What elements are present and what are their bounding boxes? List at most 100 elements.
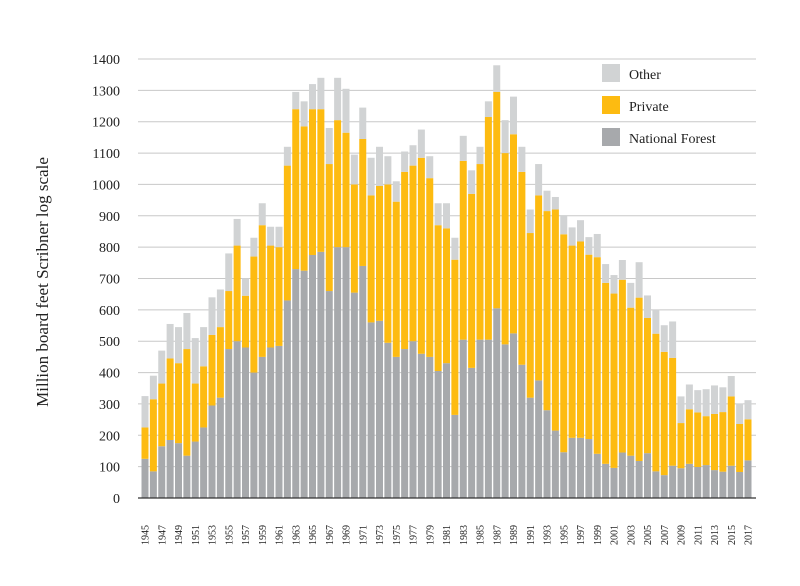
x-tick-label: 2009	[677, 525, 688, 545]
bar-other-1990	[518, 146, 526, 172]
bar-national-forest-2012	[702, 465, 710, 498]
bar-private-2011	[694, 412, 702, 467]
x-tick-label: 1971	[358, 525, 369, 545]
bar-private-1957	[242, 295, 249, 348]
bars	[141, 65, 752, 498]
x-tick-label: 2001	[610, 525, 621, 545]
bar-national-forest-1945	[141, 458, 149, 498]
x-tick-label: 1979	[425, 525, 436, 545]
bar-private-2002	[618, 279, 626, 453]
bar-private-1970	[350, 184, 358, 293]
bar-other-1950	[183, 312, 191, 350]
bar-national-forest-2017	[744, 460, 752, 498]
bar-national-forest-1997	[577, 437, 584, 498]
x-tick-label: 2005	[643, 525, 654, 545]
x-tick-label: 1973	[375, 525, 386, 545]
bar-private-1988	[501, 153, 509, 345]
bar-national-forest-1957	[242, 347, 249, 498]
bar-national-forest-1974	[384, 342, 392, 498]
bar-other-2002	[618, 259, 626, 280]
bar-other-1966	[317, 77, 325, 110]
bar-private-1959	[258, 225, 266, 357]
bar-other-1981	[443, 203, 450, 229]
bar-private-1975	[392, 201, 400, 357]
legend-swatch-private	[602, 96, 620, 114]
x-tick-label: 1987	[492, 525, 503, 545]
legend-label-private: Private	[629, 100, 669, 115]
y-tick-label: 700	[99, 273, 120, 288]
bar-other-1967	[325, 127, 333, 165]
bar-private-1953	[208, 334, 216, 406]
bar-other-1954	[216, 289, 224, 328]
bar-national-forest-2006	[652, 471, 660, 498]
bar-other-1968	[334, 77, 342, 121]
bar-national-forest-2001	[610, 467, 618, 498]
bar-private-2004	[635, 297, 643, 461]
bar-private-1973	[376, 185, 383, 321]
bar-private-1985	[476, 164, 484, 340]
bar-private-1974	[384, 184, 392, 343]
bar-other-2011	[694, 390, 702, 413]
bar-private-2003	[627, 307, 635, 456]
bar-private-2012	[702, 416, 710, 466]
bar-national-forest-2000	[602, 463, 610, 498]
bar-other-1992	[535, 164, 543, 196]
bar-other-2010	[685, 384, 693, 410]
x-tick-label: 2003	[626, 525, 637, 545]
bar-other-1949	[175, 327, 182, 364]
bar-national-forest-1960	[267, 347, 275, 498]
bar-national-forest-1951	[191, 441, 199, 498]
x-tick-label: 2007	[660, 525, 671, 545]
bar-national-forest-1985	[476, 339, 484, 498]
bar-other-1947	[158, 350, 166, 384]
y-tick-label: 1300	[92, 84, 120, 99]
bar-other-2014	[719, 387, 727, 413]
bar-private-1956	[233, 245, 241, 342]
bar-other-2012	[702, 389, 710, 417]
bar-other-2006	[652, 309, 660, 334]
bar-private-1976	[401, 171, 409, 350]
bar-other-1970	[350, 154, 358, 185]
bar-private-1999	[593, 257, 601, 454]
x-tick-label: 1989	[509, 525, 520, 545]
bar-national-forest-1983	[459, 339, 467, 498]
bar-national-forest-2014	[719, 471, 727, 498]
bar-private-2009	[677, 423, 685, 469]
bar-other-1972	[367, 157, 375, 196]
bar-private-1954	[216, 327, 224, 398]
bar-private-1964	[300, 126, 308, 271]
bar-other-2016	[736, 403, 744, 424]
bar-national-forest-1988	[501, 344, 509, 498]
bar-other-1978	[417, 129, 425, 158]
bar-national-forest-1996	[568, 437, 576, 498]
bar-national-forest-1994	[551, 430, 559, 498]
x-tick-label: 1955	[224, 525, 235, 545]
x-tick-label: 1963	[291, 525, 302, 545]
bar-national-forest-1958	[250, 372, 258, 498]
x-tick-label: 2015	[727, 525, 738, 545]
bar-other-1951	[191, 338, 199, 384]
x-tick-label: 2011	[693, 525, 704, 545]
bar-national-forest-1999	[593, 453, 601, 498]
bar-national-forest-1954	[216, 397, 224, 498]
bar-national-forest-1961	[275, 345, 283, 498]
bar-national-forest-1992	[535, 380, 543, 498]
x-tick-label: 1949	[174, 525, 185, 545]
y-tick-label: 0	[113, 492, 120, 507]
bar-private-1993	[543, 211, 551, 411]
bar-other-1962	[283, 146, 291, 166]
bar-national-forest-1962	[283, 300, 291, 498]
bar-private-1994	[551, 209, 559, 431]
bar-other-1982	[451, 237, 459, 260]
bar-other-1989	[510, 96, 517, 135]
bar-national-forest-1993	[543, 410, 551, 498]
bar-national-forest-1984	[468, 367, 476, 498]
bar-national-forest-1965	[309, 254, 316, 498]
bar-national-forest-1968	[334, 247, 342, 498]
bar-other-1991	[526, 209, 534, 234]
bar-other-1945	[141, 396, 149, 428]
bar-private-2010	[685, 409, 693, 464]
bar-private-1990	[518, 171, 526, 365]
bar-national-forest-1952	[200, 427, 208, 498]
bar-other-1977	[409, 145, 417, 166]
